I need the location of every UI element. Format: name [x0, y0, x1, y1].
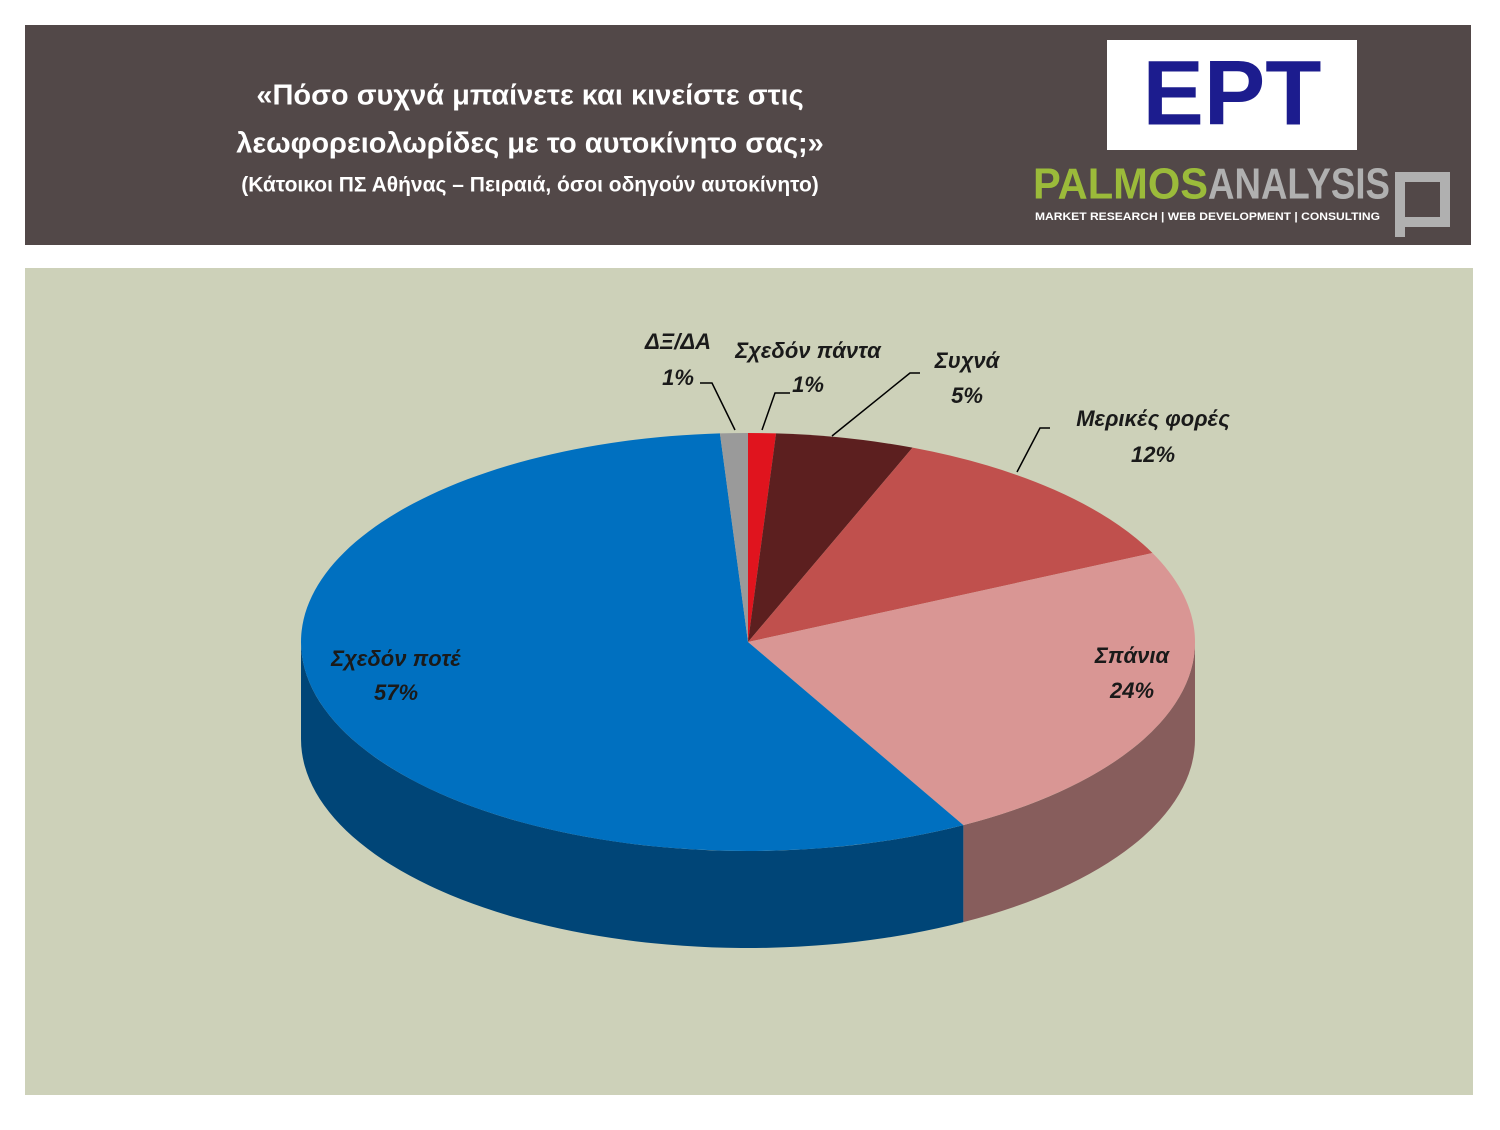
ert-logo-box: [1107, 40, 1357, 150]
slice-label: Σχεδόν ποτέ: [330, 646, 461, 671]
logo-tagline: MARKET RESEARCH | WEB DEVELOPMENT | CONS…: [1035, 211, 1380, 223]
slice-label: Μερικές φορές: [1076, 406, 1230, 431]
leader-line: [831, 372, 920, 437]
leader-line: [761, 392, 790, 431]
slice: [748, 447, 1153, 642]
value-label: 1%: [662, 365, 694, 390]
slice-label: Σχεδόν πάντα: [734, 338, 882, 363]
slice: [300, 433, 964, 851]
logo-mark: [1395, 172, 1450, 237]
slice: [748, 433, 913, 642]
logo-palmos: PALMOS: [1033, 160, 1208, 209]
slice: [748, 433, 777, 642]
slice: [748, 553, 1195, 826]
value-label: 57%: [374, 680, 418, 705]
value-label: 12%: [1131, 442, 1175, 467]
value-label: 24%: [1109, 678, 1154, 703]
subtitle: (Κάτοικοι ΠΣ Αθήνας – Πειραιά, όσοι οδηγ…: [241, 174, 819, 197]
slice-side: [963, 642, 1195, 923]
value-label: 5%: [951, 383, 983, 408]
value-label: 1%: [792, 372, 824, 397]
logo-analysis: ANALYSIS: [1208, 160, 1390, 209]
leader-line: [1016, 427, 1050, 473]
leader-line: [700, 382, 736, 431]
title-line: «Πόσο συχνά μπαίνετε και κινείστε στις: [256, 80, 803, 112]
title-line: λεωφορειολωρίδες με το αυτοκίνητο σας;»: [236, 128, 824, 160]
slice: [719, 433, 748, 642]
slice-label: ΔΞ/ΔΑ: [644, 329, 711, 354]
slice-side: [301, 642, 964, 948]
ert-logo: ΕΡΤ: [1143, 42, 1322, 144]
slice-label: Σπάνια: [1094, 643, 1171, 668]
pie: [300, 433, 1195, 948]
slice-label: Συχνά: [934, 348, 1001, 373]
